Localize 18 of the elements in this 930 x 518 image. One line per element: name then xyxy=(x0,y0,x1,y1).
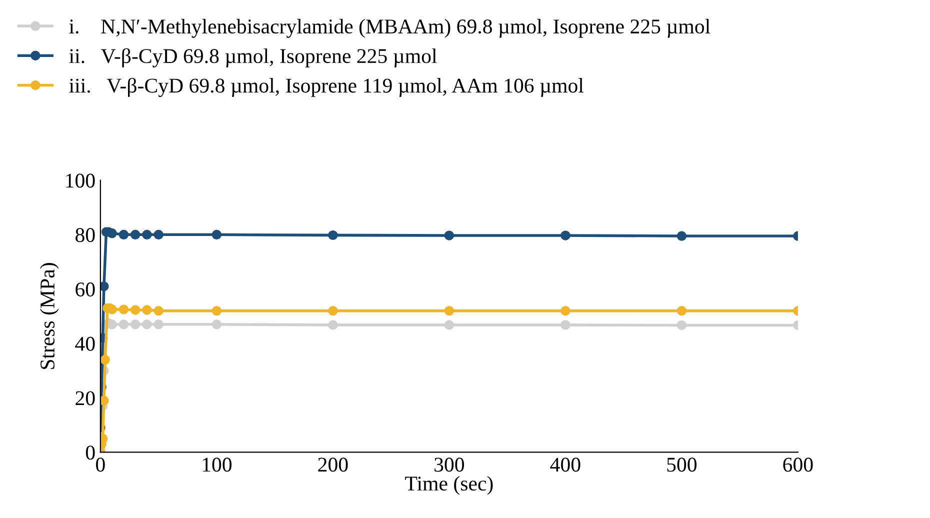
x-tick-label: 200 xyxy=(318,458,348,472)
y-axis-title: Stress (MPa) xyxy=(40,263,59,369)
y-tick-label: 60 xyxy=(76,282,95,296)
x-axis-title: Time (sec) xyxy=(405,476,493,495)
x-tick-label: 300 xyxy=(434,458,464,472)
x-tick-label: 100 xyxy=(202,458,232,472)
legend-label: iii. V-β-CyD 69.8 µmol, Isoprene 119 µmol, AAm 106 µmol xyxy=(69,78,584,97)
y-tick-label: 80 xyxy=(76,228,95,242)
y-tick-label: 40 xyxy=(75,336,95,351)
legend-label: i. N,N′-Methylenebisacrylamide (MBAAm) 69.8 µmol, Isoprene 225 µmol xyxy=(69,18,710,38)
x-tick-label: 500 xyxy=(667,458,697,472)
y-tick-label: 20 xyxy=(76,391,95,406)
legend-label: ii. V-β-CyD 69.8 µmol, Isoprene 225 µmol xyxy=(69,48,437,68)
x-tick-label: 600 xyxy=(783,458,813,472)
y-tick-label: 100 xyxy=(66,174,95,188)
y-tick-label: 0 xyxy=(86,446,95,460)
x-tick-label: 0 xyxy=(96,458,105,472)
x-tick-label: 400 xyxy=(550,458,580,472)
